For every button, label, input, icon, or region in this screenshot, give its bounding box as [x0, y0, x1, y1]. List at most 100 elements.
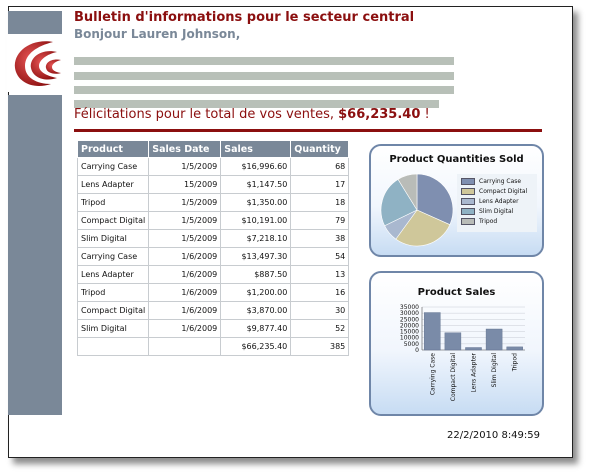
sales-cell: $10,191.00: [220, 211, 292, 230]
sales-cell: $1,200.00: [220, 283, 292, 302]
quantity-cell: 18: [290, 193, 350, 212]
sales-cell: $7,218.10: [220, 229, 292, 248]
bar: [444, 332, 462, 351]
sales-cell: $3,870.00: [220, 301, 292, 320]
date-cell: 1/5/2009: [148, 229, 222, 248]
table-row: Tripod 1/5/2009 $1,350.00 18: [76, 193, 350, 212]
table-row: Lens Adapter 1/6/2009 $887.50 13: [76, 265, 350, 284]
date-cell: 1/6/2009: [148, 265, 222, 284]
pie-chart-title: Product Quantities Sold: [389, 154, 524, 165]
legend-label: Carrying Case: [479, 178, 522, 185]
placeholder-line: [74, 86, 454, 94]
bar: [506, 346, 523, 351]
table-row: Tripod 1/6/2009 $1,200.00 16: [76, 283, 350, 302]
table-row: Lens Adapter 15/2009 $1,147.50 17: [76, 175, 350, 194]
sales-cell: $13,497.30: [220, 247, 292, 266]
legend-swatch: [461, 178, 475, 185]
y-tick-label: 25000: [400, 316, 419, 323]
legend-swatch: [461, 188, 475, 195]
y-tick-label: 5000: [404, 341, 419, 348]
congratulations-text: Félicitations pour le total de vos vente…: [74, 107, 339, 122]
x-tick-label: Slim Digital: [491, 353, 498, 388]
product-cell: Slim Digital: [76, 319, 150, 338]
legend-swatch: [461, 218, 475, 225]
greeting-text: Bonjour Lauren Johnson,: [74, 27, 241, 41]
product-cell: Lens Adapter: [76, 175, 150, 194]
date-cell: 1/5/2009: [148, 211, 222, 230]
product-cell: Tripod: [76, 193, 150, 212]
pie-slice: [380, 178, 418, 227]
total-quantity-cell: 385: [290, 337, 350, 356]
y-tick-label: 0: [415, 347, 419, 354]
placeholder-line: [74, 100, 439, 108]
table-header-row: Product Sales Date Sales Quantity: [76, 140, 350, 158]
sales-cell: $9,877.40: [220, 319, 292, 338]
bar: [485, 328, 503, 351]
sales-cell: $16,996.60: [220, 157, 292, 176]
total-sales-cell: $66,235.40: [220, 337, 292, 356]
x-tick-label: Lens Adapter: [471, 352, 478, 392]
pie-slice: [416, 173, 454, 226]
quantities-pie-chart: [380, 173, 454, 247]
date-cell: 1/5/2009: [148, 157, 222, 176]
legend-label: Compact Digital: [479, 188, 528, 195]
bar: [465, 347, 482, 351]
legend-label: Slim Digital: [479, 208, 514, 215]
legend-swatch: [461, 208, 475, 215]
quantity-cell: 54: [290, 247, 350, 266]
product-cell: Slim Digital: [76, 229, 150, 248]
x-tick-label: Tripod: [512, 353, 519, 372]
quantity-cell: 30: [290, 301, 350, 320]
sidebar-bottom-block: [8, 95, 62, 415]
report-timestamp: 22/2/2010 8:49:59: [447, 430, 541, 441]
congratulations-message: Félicitations pour le total de vos vente…: [74, 107, 430, 122]
total-sales-amount: $66,235.40: [338, 107, 421, 122]
column-header-quantity: Quantity: [290, 140, 350, 158]
quantity-cell: 16: [290, 283, 350, 302]
column-header-sales: Sales: [220, 140, 292, 158]
pie-legend: Carrying Case Compact Digital Lens Adapt…: [457, 174, 537, 232]
red-divider: [74, 129, 542, 132]
legend-item: Slim Digital: [461, 208, 513, 215]
table-row: Slim Digital 1/6/2009 $9,877.40 52: [76, 319, 350, 338]
bar: [424, 312, 441, 351]
quantity-cell: 13: [290, 265, 350, 284]
y-tick-label: 30000: [400, 310, 419, 317]
pie-slice: [397, 173, 418, 212]
sales-cell: $1,350.00: [220, 193, 292, 212]
date-cell: 1/6/2009: [148, 301, 222, 320]
product-cell: Lens Adapter: [76, 265, 150, 284]
column-header-product: Product: [76, 140, 150, 158]
legend-label: Lens Adapter: [479, 198, 519, 205]
sales-cell: $887.50: [220, 265, 292, 284]
quantity-cell: 38: [290, 229, 350, 248]
placeholder-line: [74, 57, 454, 65]
quantity-cell: 17: [290, 175, 350, 194]
table-row: Carrying Case 1/6/2009 $13,497.30 54: [76, 247, 350, 266]
date-cell: 1/5/2009: [148, 193, 222, 212]
pie-slice: [395, 209, 451, 247]
y-tick-label: 20000: [400, 322, 419, 329]
legend-item: Lens Adapter: [461, 198, 519, 205]
company-logo-icon: [7, 34, 63, 92]
total-empty-cell: [76, 337, 150, 356]
product-cell: Compact Digital: [76, 301, 150, 320]
table-row: Slim Digital 1/5/2009 $7,218.10 38: [76, 229, 350, 248]
quantity-cell: 52: [290, 319, 350, 338]
product-cell: Carrying Case: [76, 157, 150, 176]
table-row: Compact Digital 1/6/2009 $3,870.00 30: [76, 301, 350, 320]
column-header-sales-date: Sales Date: [148, 140, 222, 158]
quantity-cell: 79: [290, 211, 350, 230]
legend-label: Tripod: [479, 218, 498, 225]
product-cell: Carrying Case: [76, 247, 150, 266]
product-cell: Tripod: [76, 283, 150, 302]
legend-swatch: [461, 198, 475, 205]
table-row: Compact Digital 1/5/2009 $10,191.00 79: [76, 211, 350, 230]
y-tick-label: 35000: [400, 304, 419, 311]
legend-item: Carrying Case: [461, 178, 521, 185]
congratulations-suffix: !: [420, 107, 430, 122]
product-cell: Compact Digital: [76, 211, 150, 230]
sidebar-top-block: [8, 11, 62, 35]
date-cell: 15/2009: [148, 175, 222, 194]
bar-chart-title: Product Sales: [417, 287, 496, 298]
